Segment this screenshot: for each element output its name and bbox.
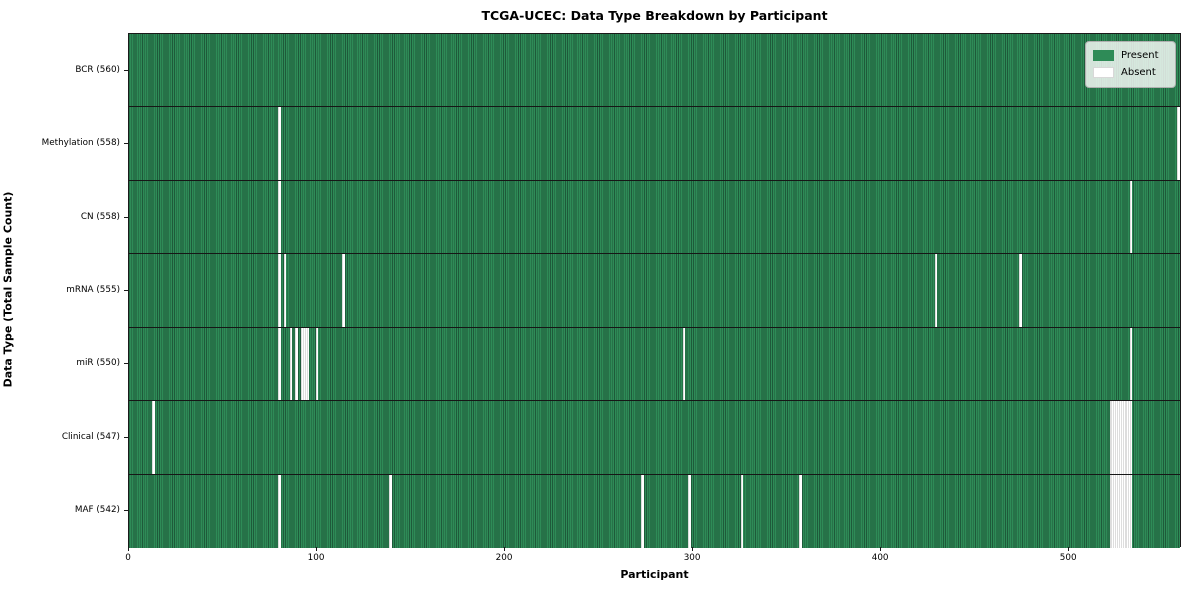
absent-stripe <box>1118 474 1122 548</box>
absent-stripe <box>1128 401 1131 474</box>
y-tick-mark <box>124 69 128 71</box>
absent-stripe <box>1128 474 1131 548</box>
x-tick-label: 500 <box>1059 553 1077 563</box>
absent-stripe <box>799 474 802 548</box>
absent-stripe <box>1117 474 1120 548</box>
y-tick-label: CN (558) <box>80 211 120 222</box>
absent-stripe <box>1115 474 1118 548</box>
present-swatch-icon <box>1093 50 1114 61</box>
plot-area <box>128 33 1181 548</box>
absent-stripe <box>1019 254 1022 327</box>
x-tick-mark <box>880 547 882 551</box>
y-tick-mark <box>124 436 128 438</box>
absent-stripe <box>304 327 308 401</box>
x-tick-mark <box>1068 547 1070 551</box>
heatmap-row <box>129 327 1180 402</box>
y-tick-mark <box>124 510 128 512</box>
absent-stripe <box>1109 401 1112 474</box>
absent-stripe <box>1126 474 1129 548</box>
absent-stripe <box>316 327 319 401</box>
absent-stripe <box>934 254 937 327</box>
y-tick-label: MAF (542) <box>74 505 120 516</box>
y-tick-mark <box>124 363 128 365</box>
absent-stripe <box>1111 401 1114 474</box>
y-tick-label: Clinical (547) <box>61 431 120 442</box>
absent-stripe <box>1120 474 1124 548</box>
heatmap-row <box>129 34 1180 108</box>
absent-stripe <box>1113 401 1116 474</box>
absent-stripe <box>688 474 691 548</box>
absent-stripe <box>1130 474 1133 548</box>
legend-label-absent: Absent <box>1121 66 1156 78</box>
x-axis-label: Participant <box>620 568 689 581</box>
legend-label-present: Present <box>1121 49 1159 61</box>
x-tick-label: 300 <box>683 553 701 563</box>
absent-stripe <box>278 180 281 254</box>
x-tick-mark <box>504 547 506 551</box>
absent-stripe <box>295 327 298 401</box>
absent-stripe <box>1124 474 1127 548</box>
absent-stripe <box>682 327 685 401</box>
absent-stripe <box>342 254 345 327</box>
heatmap-row <box>129 107 1180 181</box>
absent-stripe <box>1126 401 1129 474</box>
y-tick-mark <box>124 143 128 145</box>
x-tick-label: 0 <box>125 553 131 563</box>
heatmap-row <box>129 401 1180 475</box>
absent-swatch-icon <box>1093 67 1114 78</box>
absent-stripe <box>1117 401 1120 474</box>
x-tick-label: 200 <box>495 553 513 563</box>
absent-stripe <box>1113 474 1116 548</box>
x-tick-mark <box>316 547 318 551</box>
absent-stripe <box>641 474 644 548</box>
absent-stripe <box>1122 401 1125 474</box>
y-tick-label: BCR (560) <box>75 64 120 75</box>
absent-stripe <box>1118 401 1122 474</box>
x-tick-label: 100 <box>307 553 325 563</box>
x-tick-mark <box>692 547 694 551</box>
heatmap-row <box>129 180 1180 255</box>
y-tick-label: mRNA (555) <box>66 285 120 295</box>
absent-stripe <box>1120 401 1124 474</box>
absent-stripe <box>1130 401 1133 474</box>
heatmap-row <box>129 254 1180 328</box>
chart-title: TCGA-UCEC: Data Type Breakdown by Partic… <box>481 8 828 23</box>
absent-stripe <box>284 254 287 327</box>
absent-stripe <box>152 401 155 474</box>
absent-stripe <box>1109 474 1112 548</box>
absent-stripe <box>278 327 281 401</box>
absent-stripe <box>289 327 292 401</box>
absent-stripe <box>740 474 744 548</box>
y-tick-mark <box>124 216 128 218</box>
absent-stripe <box>300 327 304 401</box>
absent-stripe <box>278 107 281 180</box>
legend-entry-present: Present <box>1093 47 1168 64</box>
absent-stripe <box>302 327 306 401</box>
absent-stripe <box>306 327 309 401</box>
absent-stripe <box>1130 180 1133 254</box>
absent-stripe <box>1122 474 1125 548</box>
y-tick-label: Methylation (558) <box>41 138 120 149</box>
absent-stripe <box>1111 474 1114 548</box>
absent-stripe <box>389 474 392 548</box>
absent-stripe <box>1124 401 1127 474</box>
x-tick-mark <box>128 547 129 551</box>
absent-stripe <box>278 474 281 548</box>
x-tick-label: 400 <box>871 553 889 563</box>
y-tick-mark <box>124 290 128 291</box>
heatmap-row <box>129 474 1180 548</box>
absent-stripe <box>1177 107 1180 180</box>
absent-stripe <box>1115 401 1118 474</box>
legend-entry-absent: Absent <box>1093 64 1168 81</box>
absent-stripe <box>278 254 281 327</box>
absent-stripe <box>1130 327 1133 401</box>
y-tick-label: miR (550) <box>76 358 120 369</box>
legend: Present Absent <box>1085 41 1176 88</box>
